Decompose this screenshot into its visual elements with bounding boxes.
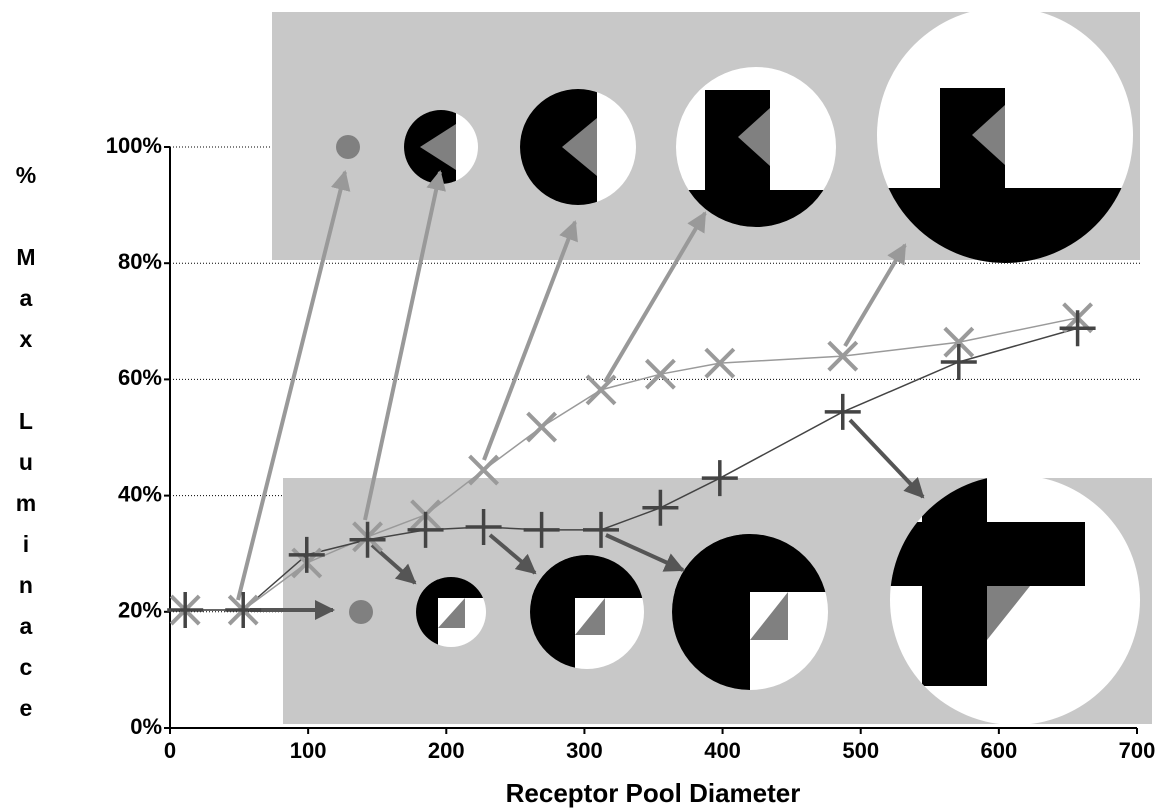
x-marker [943, 326, 975, 358]
x-tick-label: 0 [164, 738, 176, 763]
plus-marker [225, 592, 262, 629]
x-axis-title: Receptor Pool Diameter [506, 778, 801, 808]
plus-marker [1059, 310, 1096, 347]
plus-marker [349, 521, 386, 558]
x-marker [827, 340, 859, 372]
x-tick-label: 600 [980, 738, 1017, 763]
x-tick-label: 100 [290, 738, 327, 763]
y-tick-label: 20% [118, 598, 162, 623]
plus-marker [824, 393, 861, 430]
x-marker [585, 374, 617, 406]
plus-marker [407, 511, 444, 548]
x-marker [526, 411, 558, 443]
x-tick-label: 200 [428, 738, 465, 763]
plus-marker [701, 460, 738, 497]
x-tick-label: 300 [566, 738, 603, 763]
plus-marker [523, 511, 560, 548]
y-tick-label: 0% [130, 714, 162, 739]
x-marker [704, 347, 736, 379]
y-tick-label: 80% [118, 249, 162, 274]
plus-marker [642, 489, 679, 526]
dot [349, 600, 373, 624]
x-tick-label: 700 [1119, 738, 1156, 763]
y-axis-title: % Max Luminace [13, 162, 39, 736]
x-tick-label: 500 [842, 738, 879, 763]
plus-marker [465, 508, 502, 545]
arrows [236, 170, 925, 620]
x-tick-label: 400 [704, 738, 741, 763]
dot [336, 135, 360, 159]
plus-marker [288, 536, 325, 573]
top-illustrations [272, 7, 1140, 263]
plus-marker [583, 511, 620, 548]
y-tick-label: 40% [118, 481, 162, 506]
x-marker [468, 454, 499, 486]
bottom-illustrations [283, 475, 1152, 725]
y-tick-label: 60% [118, 365, 162, 390]
y-tick-label: 100% [106, 133, 162, 158]
x-marker [644, 358, 676, 390]
plus-marker [167, 592, 204, 629]
plus-marker [940, 343, 977, 380]
